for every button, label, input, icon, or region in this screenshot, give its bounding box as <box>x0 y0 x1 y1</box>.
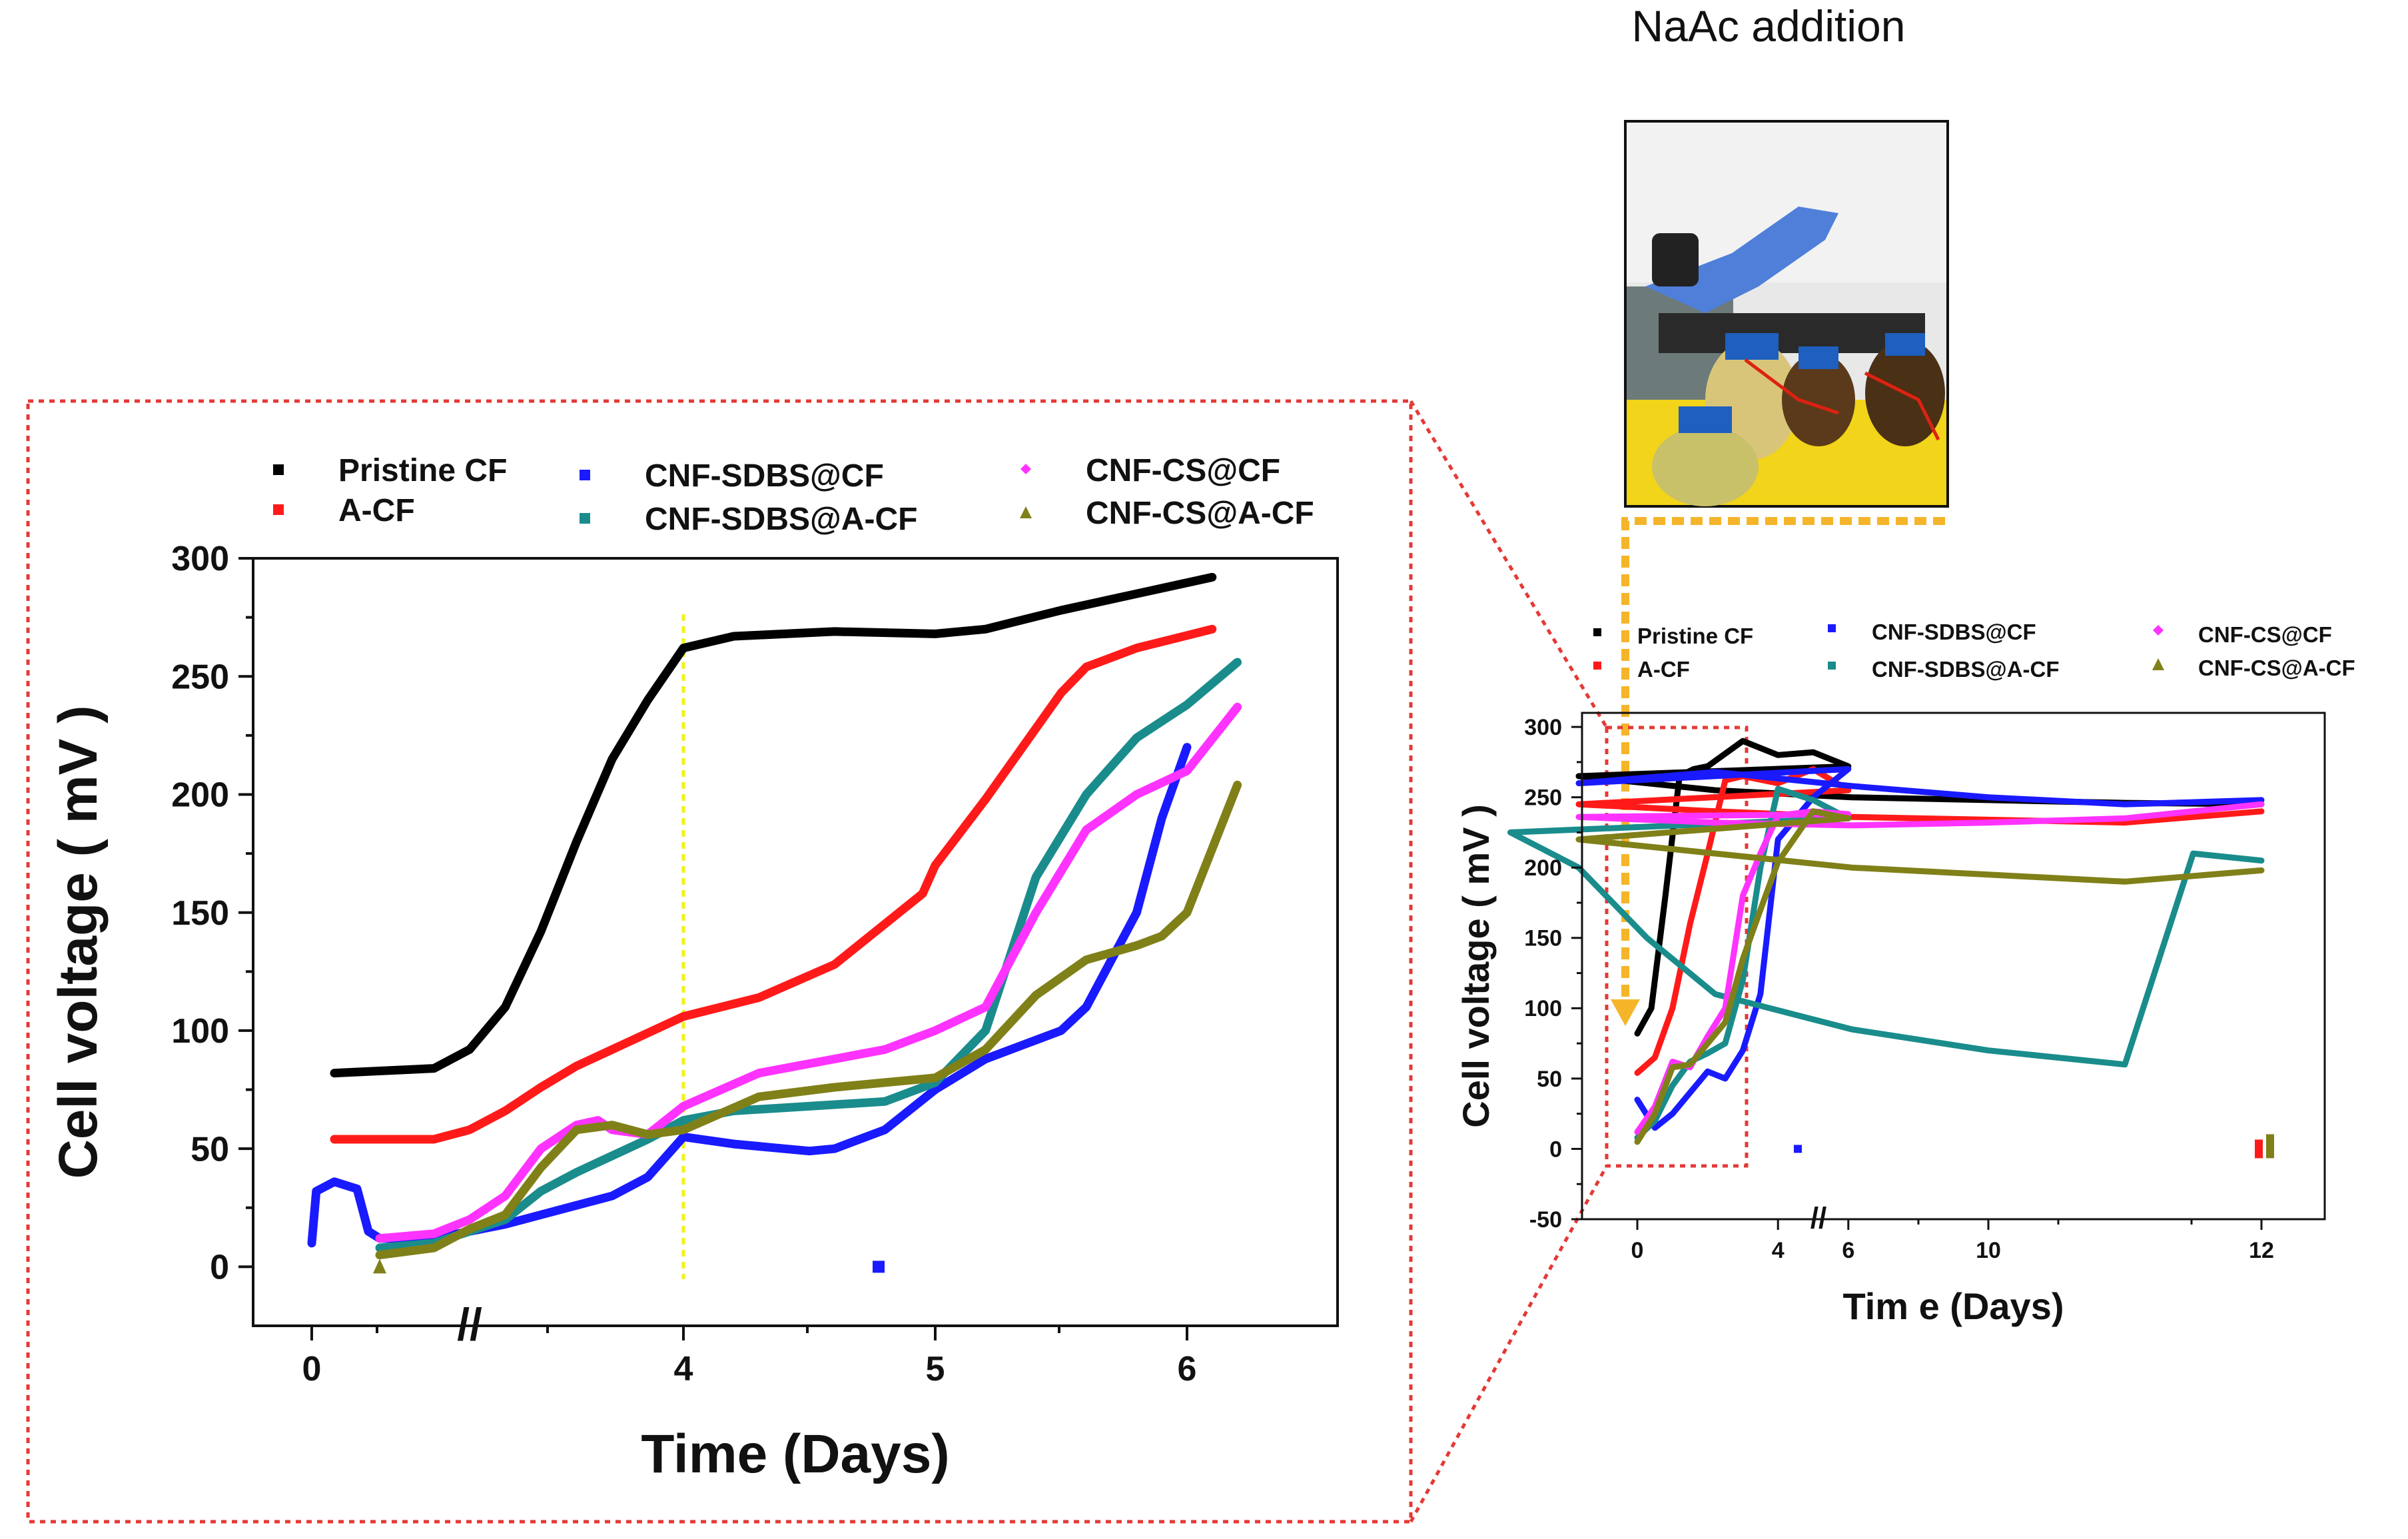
main-plot-frame <box>252 557 1339 1327</box>
main-legend-marker-cnf-sdbs-cf <box>580 470 590 480</box>
main-legend-marker-cnf-cs-cf <box>1020 464 1031 474</box>
inset-legend-marker-cnf-cs-cf <box>2153 625 2164 636</box>
main-axis-break: // <box>457 1300 482 1350</box>
main-legend-cnf-sdbs-a-cf: CNF-SDBS@A-CF <box>580 502 917 537</box>
inset-x-tick-4: 4 <box>1772 1238 1785 1263</box>
inset-legend-cnf-sdbs-a-cf: CNF-SDBS@A-CF <box>1828 657 2059 682</box>
main-y-tick-300: 300 <box>171 540 229 578</box>
inset-legend-cnf-cs-cf: CNF-CS@CF <box>2153 622 2332 647</box>
inset-y-tick-150: 150 <box>1524 926 1562 951</box>
main-legend-marker-pristine-cf <box>273 464 284 475</box>
inset-series-pristine-cf <box>1575 738 2265 1037</box>
inset-y-tick-0: 0 <box>1549 1137 1562 1162</box>
inset-y-tick-200: 200 <box>1524 855 1562 881</box>
main-y-tick-250: 250 <box>171 658 229 696</box>
main-legend-cnf-cs-a-cf: CNF-CS@A-CF <box>1020 496 1314 531</box>
inset-x-tick-12: 12 <box>2249 1238 2274 1263</box>
inset-legend-label-cnf-sdbs-cf: CNF-SDBS@CF <box>1872 620 2036 644</box>
main-legend-pristine-cf: Pristine CF <box>273 453 507 488</box>
inset-x-tick-0: 0 <box>1631 1238 1644 1263</box>
inset-plot-frame <box>1581 712 2326 1221</box>
inset-series-cnf-sdbs-cf <box>1575 766 2265 1131</box>
main-x-axis-title: Time (Days) <box>641 1424 949 1484</box>
inset-legend-pristine-cf: Pristine CF <box>1593 624 1753 648</box>
main-legend-label-cnf-sdbs-cf: CNF-SDBS@CF <box>645 458 884 494</box>
main-y-tick-200: 200 <box>171 776 229 815</box>
inset-legend-a-cf: A-CF <box>1593 657 1690 682</box>
inset-legend-marker-cnf-sdbs-a-cf <box>1828 662 1836 670</box>
main-x-tick-6: 6 <box>1178 1350 1197 1388</box>
inset-axis-break: // <box>1810 1203 1827 1235</box>
inset-outlier-acf <box>2255 1139 2263 1159</box>
inset-series-cnf-cs-a-cf <box>1575 808 2265 1145</box>
inset-y-tick-250: 250 <box>1524 785 1562 811</box>
inset-y-tick-300: 300 <box>1524 715 1562 740</box>
inset-legend-marker-cnf-sdbs-cf <box>1828 624 1836 632</box>
inset-outlier-cs-acf <box>2266 1134 2274 1159</box>
main-x-tick-5: 5 <box>926 1350 945 1388</box>
main-legend-cnf-cs-cf: CNF-CS@CF <box>1020 453 1280 488</box>
main-series-cnf-cs-cf <box>375 702 1242 1243</box>
inset-y-tick-100: 100 <box>1524 996 1562 1021</box>
inset-x-tick-6: 6 <box>1842 1238 1854 1263</box>
inset-y-tick--50: -50 <box>1529 1207 1562 1233</box>
zoom-frame <box>26 399 1749 1524</box>
main-y-tick-0: 0 <box>210 1249 229 1287</box>
inset-x-tick-10: 10 <box>1976 1238 2001 1263</box>
inset-legend: Pristine CF A-CF CNF-SDBS@CF CNF-SDBS@A-CF C… <box>1593 620 2355 682</box>
inset-y-axis-title: Cell voltage ( mV ) <box>1455 804 1497 1127</box>
main-y-tick-150: 150 <box>171 894 229 933</box>
main-series-cnf-sdbs-cf <box>307 743 1192 1248</box>
main-legend-a-cf: A-CF <box>273 493 415 528</box>
main-outlier-sdbs-cf <box>873 1261 885 1273</box>
inset-legend-label-cnf-sdbs-a-cf: CNF-SDBS@A-CF <box>1872 657 2059 682</box>
main-legend: Pristine CF A-CF CNF-SDBS@CF CNF-SDBS@A-CF C… <box>273 453 1314 537</box>
inset-legend-marker-cnf-cs-a-cf <box>2152 658 2164 670</box>
main-chart: Pristine CF A-CF CNF-SDBS@CF CNF-SDBS@A-CF C… <box>48 453 1339 1484</box>
inset-legend-label-cnf-cs-a-cf: CNF-CS@A-CF <box>2198 656 2355 680</box>
inset-legend-label-cnf-cs-cf: CNF-CS@CF <box>2198 622 2332 647</box>
main-series-pristine-cf <box>330 572 1217 1078</box>
main-legend-label-a-cf: A-CF <box>338 493 415 528</box>
inset-legend-marker-a-cf <box>1593 662 1601 670</box>
main-series-a-cf <box>330 624 1217 1144</box>
naac-addition-photo <box>1624 120 1949 508</box>
main-x-tick-4: 4 <box>674 1350 693 1388</box>
inset-legend-marker-pristine-cf <box>1593 628 1601 636</box>
main-legend-cnf-sdbs-cf: CNF-SDBS@CF <box>580 458 884 494</box>
main-x-tick-0: 0 <box>302 1350 322 1388</box>
main-legend-label-cnf-cs-cf: CNF-CS@CF <box>1086 453 1280 488</box>
main-outlier-cs-acf <box>373 1259 386 1274</box>
inset-chart: Pristine CF A-CF CNF-SDBS@CF CNF-SDBS@A-CF C… <box>1455 620 2355 1327</box>
main-legend-marker-cnf-cs-a-cf <box>1020 506 1032 518</box>
inset-y-tick-50: 50 <box>1537 1067 1562 1092</box>
main-series-cnf-cs-a-cf <box>375 780 1242 1260</box>
main-y-axis-title: Cell voltage ( mV ) <box>48 706 109 1179</box>
photo-caption: NaAc addition <box>1632 1 1906 51</box>
inset-legend-cnf-sdbs-cf: CNF-SDBS@CF <box>1828 620 2036 644</box>
inset-legend-label-pristine-cf: Pristine CF <box>1637 624 1753 648</box>
main-legend-label-cnf-sdbs-a-cf: CNF-SDBS@A-CF <box>645 502 917 537</box>
main-y-tick-50: 50 <box>191 1130 229 1169</box>
inset-legend-cnf-cs-a-cf: CNF-CS@A-CF <box>2152 656 2355 680</box>
main-legend-label-cnf-cs-a-cf: CNF-CS@A-CF <box>1086 496 1314 531</box>
main-legend-marker-cnf-sdbs-a-cf <box>580 513 590 524</box>
main-legend-label-pristine-cf: Pristine CF <box>338 453 507 488</box>
inset-legend-label-a-cf: A-CF <box>1637 657 1690 682</box>
main-legend-marker-a-cf <box>273 504 284 515</box>
inset-x-axis-title: Tim e (Days) <box>1843 1285 2064 1327</box>
inset-outlier-sdbs-cf <box>1794 1145 1802 1153</box>
main-y-tick-100: 100 <box>171 1012 229 1051</box>
